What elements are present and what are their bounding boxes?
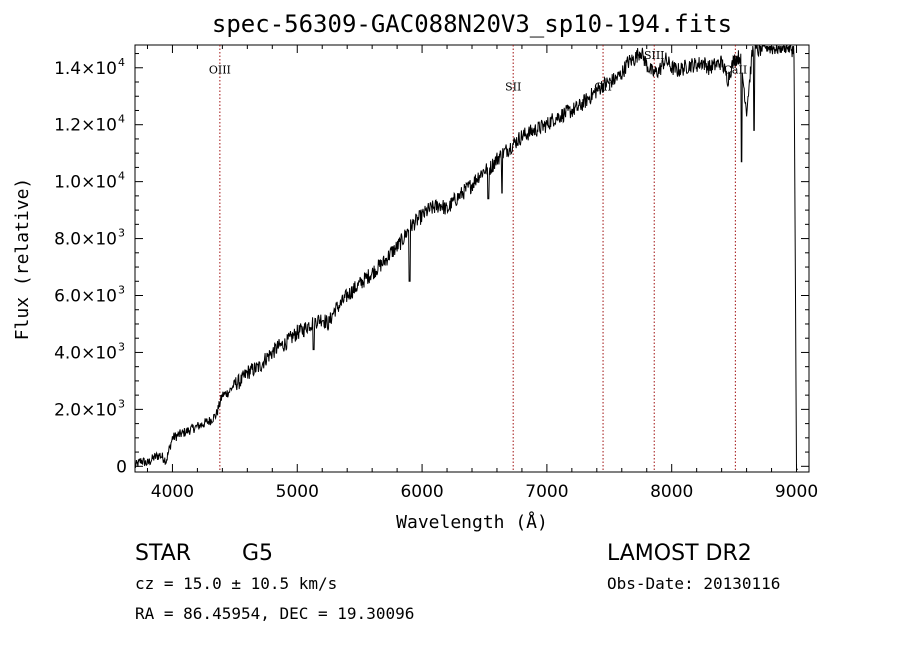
redshift-cz: cz = 15.0 ± 10.5 km/s [135,574,337,593]
y-tick-label: 0 [116,457,127,477]
y-tick-label: 1.2×10 [54,116,117,136]
y-tick-exponent: 3 [118,397,125,410]
chart-title: spec-56309-GAC088N20V3_sp10-194.fits [212,10,732,38]
object-class: STAR [135,541,191,566]
y-tick-label: 2.0×10 [54,400,117,420]
y-tick-label: 1.0×10 [54,173,117,193]
spectral-line-label: SII [505,81,521,94]
observation-date: Obs-Date: 20130116 [607,574,780,593]
y-tick-exponent: 3 [118,340,125,353]
spectral-line-label: OIII [209,63,231,76]
x-axis-label: Wavelength (Å) [396,511,548,533]
y-tick-exponent: 4 [118,170,125,183]
coordinates: RA = 86.45954, DEC = 19.30096 [135,604,414,623]
x-tick-label: 9000 [775,482,818,502]
y-axis-label: Flux (relative) [12,178,33,341]
spectral-line-label: SIII [644,49,665,62]
spectrum-series [134,45,798,470]
object-subclass: G5 [242,541,273,566]
y-tick-label: 4.0×10 [54,343,117,363]
y-tick-exponent: 4 [118,113,125,126]
x-tick-label: 5000 [276,482,319,502]
x-tick-label: 8000 [650,482,693,502]
y-tick-label: 6.0×10 [54,287,117,307]
y-tick-exponent: 3 [118,284,125,297]
x-tick-label: 7000 [525,482,568,502]
plot-frame [134,44,810,473]
x-tick-label: 6000 [400,482,443,502]
y-tick-exponent: 4 [118,56,125,69]
y-tick-label: 8.0×10 [54,230,117,250]
x-tick-label: 4000 [151,482,194,502]
survey-name: LAMOST DR2 [607,541,752,566]
y-tick-exponent: 3 [118,227,125,240]
y-tick-label: 1.4×10 [54,59,117,79]
